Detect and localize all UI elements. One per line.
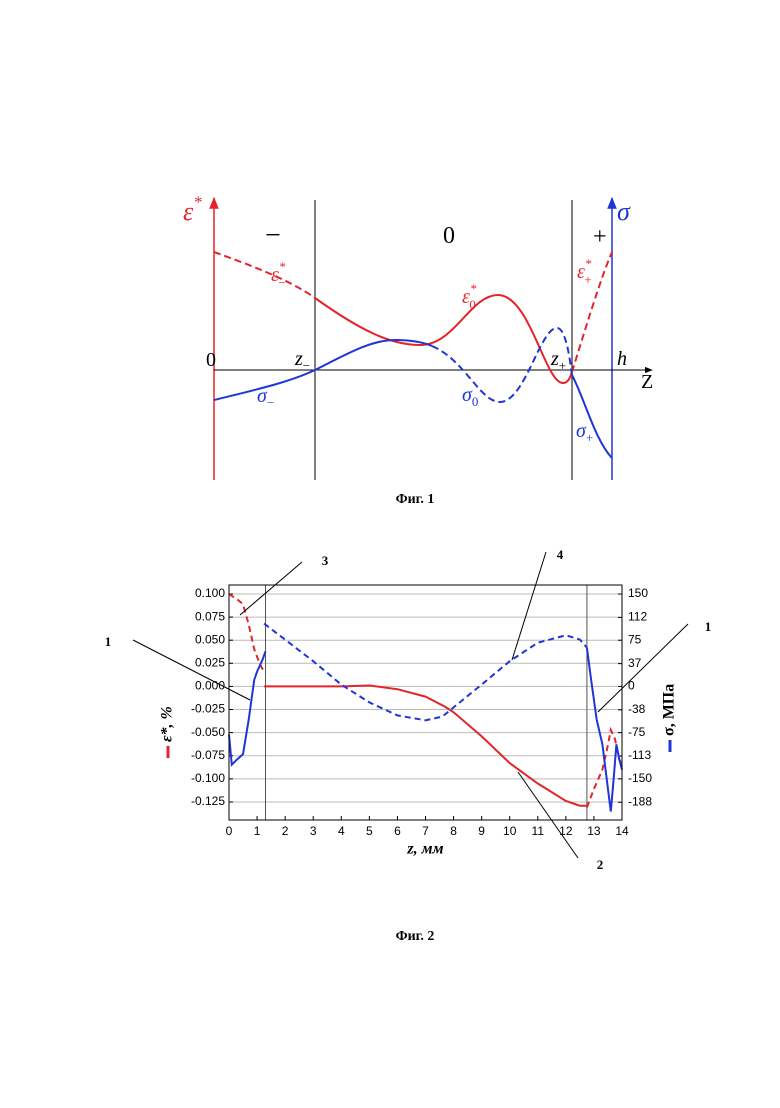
label-text: 0 xyxy=(206,349,216,371)
label-text: 0 xyxy=(443,223,455,249)
y-tick-label: -0.050 xyxy=(191,725,225,739)
y-axis-label: ε*, % xyxy=(159,706,176,742)
y-axis-label-group: ε*, % xyxy=(159,706,176,758)
label-sup: * xyxy=(193,192,202,211)
y2-tick-label: -150 xyxy=(628,771,652,785)
x-tick-label: 4 xyxy=(338,824,345,838)
caption: Фиг. 2 xyxy=(396,929,435,944)
y2-tick-label: 150 xyxy=(628,586,648,600)
callout-line xyxy=(133,640,250,700)
x-tick-label: 1 xyxy=(254,824,261,838)
callout-label: 3 xyxy=(322,553,329,568)
labels: ε*σ−0+0z−z+hZε*−ε*0ε*+σ−σ0σ+ xyxy=(183,192,653,445)
label: σ0 xyxy=(462,384,478,409)
label: σ xyxy=(617,197,631,226)
x-tick-label: 9 xyxy=(478,824,485,838)
x-tick-label: 10 xyxy=(503,824,517,838)
x-tick-label: 5 xyxy=(366,824,373,838)
y2-tick-label: -113 xyxy=(628,748,651,762)
y-tick-label: -0.125 xyxy=(191,794,225,808)
label-sub: − xyxy=(303,358,310,373)
curve xyxy=(214,252,315,298)
callout-label: 1 xyxy=(105,634,112,649)
label-sub: 0 xyxy=(469,297,476,312)
figure-1: ε*σ−0+0z−z+hZε*−ε*0ε*+σ−σ0σ+ Фиг. 1 xyxy=(183,192,653,507)
label-sub: − xyxy=(267,395,274,410)
series-line xyxy=(229,594,622,808)
x-tick-label: 7 xyxy=(422,824,429,838)
plot-frame xyxy=(229,585,622,820)
label-sub: + xyxy=(584,272,591,287)
y-tick-label: -0.025 xyxy=(191,702,225,716)
y-tick-label: 0.100 xyxy=(195,586,225,600)
label: σ− xyxy=(257,385,274,410)
y-tick-label: 0.075 xyxy=(195,609,225,623)
x-tick-label: 8 xyxy=(450,824,457,838)
label-sub: + xyxy=(586,430,593,445)
x-tick-label: 0 xyxy=(226,824,233,838)
label-sup: * xyxy=(470,281,477,296)
label: z+ xyxy=(550,348,566,373)
label: Z xyxy=(641,371,653,393)
x-tick-label: 3 xyxy=(310,824,317,838)
callout-label: 2 xyxy=(597,857,604,872)
label-sup: * xyxy=(585,256,592,271)
y-tick-label: -0.075 xyxy=(191,748,225,762)
series-line xyxy=(264,624,587,721)
label: 0 xyxy=(206,349,216,371)
y-tick-label: 0.000 xyxy=(195,679,225,693)
label-text: z xyxy=(294,348,303,370)
label: σ+ xyxy=(576,420,593,445)
label: z− xyxy=(294,348,310,373)
y2-tick-label: 37 xyxy=(628,656,642,670)
x-tick-label: 12 xyxy=(559,824,573,838)
x-tick-label: 13 xyxy=(587,824,601,838)
x-tick-label: 11 xyxy=(532,824,545,838)
label-sub: + xyxy=(559,358,566,373)
label-text: − xyxy=(265,220,281,251)
y-tick-label: -0.100 xyxy=(191,771,225,785)
label-text: z xyxy=(550,348,559,370)
y-tick-label: 0.050 xyxy=(195,632,225,646)
caption: Фиг. 1 xyxy=(396,492,435,507)
curve xyxy=(572,375,612,458)
figure-2: 0.100 0.075 0.050 0.025 0.000 -0.025 -0.050 -0.… xyxy=(105,547,712,872)
series-line xyxy=(229,648,622,812)
series-line xyxy=(264,686,587,806)
label: + xyxy=(593,224,607,250)
label-text: h xyxy=(617,348,627,370)
x-tick-label: 14 xyxy=(615,824,629,838)
label-sub: − xyxy=(278,275,285,290)
x-tick-label: 2 xyxy=(282,824,289,838)
x-axis-label: z, мм xyxy=(406,841,443,858)
callout-label: 4 xyxy=(557,547,564,562)
label: ε*+ xyxy=(577,256,592,287)
callout-line xyxy=(240,562,302,615)
x-tick-label: 6 xyxy=(394,824,401,838)
label: 0 xyxy=(443,223,455,249)
label: ε*0 xyxy=(462,281,477,312)
y2-tick-label: -75 xyxy=(628,725,646,739)
label: ε* xyxy=(183,192,202,225)
label: h xyxy=(617,348,627,370)
label: ε*− xyxy=(271,259,286,290)
y2-tick-label: -38 xyxy=(628,702,646,716)
label-text: Z xyxy=(641,371,653,393)
y2-tick-label: 75 xyxy=(628,632,642,646)
callout-line xyxy=(512,552,546,660)
y2-tick-label: 112 xyxy=(628,610,647,624)
page: ε*σ−0+0z−z+hZε*−ε*0ε*+σ−σ0σ+ Фиг. 1 0.10… xyxy=(0,0,780,1103)
label-text: σ xyxy=(617,197,631,226)
y2-tick-label: 0 xyxy=(628,679,635,693)
callout-line xyxy=(518,772,578,858)
y2-axis-label: σ, МПа xyxy=(661,684,678,736)
y2-axis-label-group: σ, МПа xyxy=(661,684,678,752)
callout-label: 1 xyxy=(705,619,712,634)
y2-tick-label: -188 xyxy=(628,794,652,808)
label-text: + xyxy=(593,224,607,250)
y-tick-label: 0.025 xyxy=(195,655,225,669)
label: − xyxy=(265,220,281,251)
label-sub: 0 xyxy=(472,394,479,409)
label-sup: * xyxy=(279,259,286,274)
